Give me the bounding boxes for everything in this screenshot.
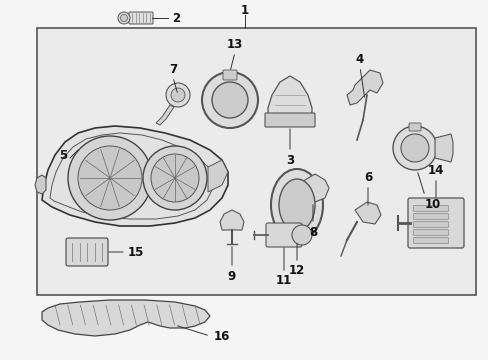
FancyBboxPatch shape — [408, 123, 420, 131]
Polygon shape — [267, 76, 311, 118]
FancyBboxPatch shape — [129, 12, 153, 24]
Text: 4: 4 — [355, 53, 364, 66]
Text: 10: 10 — [424, 198, 440, 211]
FancyBboxPatch shape — [413, 221, 447, 228]
Text: 1: 1 — [241, 4, 248, 17]
FancyBboxPatch shape — [66, 238, 108, 266]
Polygon shape — [220, 210, 244, 230]
Text: 3: 3 — [285, 153, 293, 166]
Text: 5: 5 — [59, 149, 67, 162]
Circle shape — [151, 154, 199, 202]
Circle shape — [291, 225, 311, 245]
Polygon shape — [354, 202, 380, 224]
Bar — [37, 28, 475, 295]
Circle shape — [142, 146, 206, 210]
Ellipse shape — [270, 169, 323, 241]
Text: 15: 15 — [127, 246, 144, 258]
Circle shape — [165, 83, 190, 107]
Polygon shape — [156, 105, 174, 125]
Text: 16: 16 — [213, 329, 230, 342]
Text: 14: 14 — [427, 163, 443, 176]
Text: 13: 13 — [226, 37, 243, 50]
FancyBboxPatch shape — [223, 70, 237, 80]
FancyBboxPatch shape — [413, 206, 447, 212]
Text: 6: 6 — [363, 171, 371, 184]
Circle shape — [392, 126, 436, 170]
Text: 7: 7 — [168, 63, 177, 76]
Polygon shape — [42, 126, 227, 226]
Text: 12: 12 — [288, 265, 305, 278]
Circle shape — [120, 14, 127, 22]
Circle shape — [212, 82, 247, 118]
Text: 9: 9 — [227, 270, 236, 283]
FancyBboxPatch shape — [413, 238, 447, 243]
Text: 8: 8 — [308, 225, 317, 239]
Circle shape — [171, 88, 184, 102]
Polygon shape — [434, 134, 452, 162]
Circle shape — [202, 72, 258, 128]
Polygon shape — [42, 300, 209, 336]
Circle shape — [68, 136, 152, 220]
Polygon shape — [207, 160, 227, 192]
FancyBboxPatch shape — [413, 230, 447, 235]
FancyBboxPatch shape — [407, 198, 463, 248]
Polygon shape — [35, 175, 46, 194]
Circle shape — [400, 134, 428, 162]
Circle shape — [78, 146, 142, 210]
FancyBboxPatch shape — [413, 213, 447, 220]
Circle shape — [118, 12, 130, 24]
Text: 2: 2 — [172, 12, 180, 24]
FancyBboxPatch shape — [264, 113, 314, 127]
FancyBboxPatch shape — [265, 223, 302, 247]
Polygon shape — [346, 70, 382, 105]
Polygon shape — [301, 174, 328, 202]
Text: 11: 11 — [275, 274, 291, 288]
Ellipse shape — [279, 179, 314, 231]
